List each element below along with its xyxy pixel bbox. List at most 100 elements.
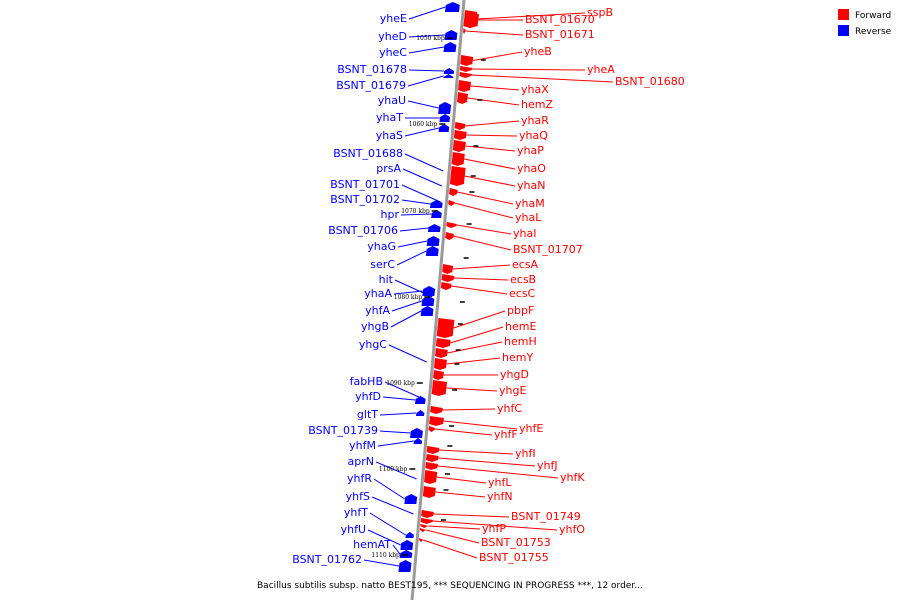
forward-gene-label[interactable]: yheA <box>587 63 615 76</box>
reverse-gene-arrow[interactable] <box>421 296 435 306</box>
forward-gene-arrow[interactable] <box>456 92 469 104</box>
reverse-gene[interactable]: prsA <box>376 162 443 187</box>
reverse-gene[interactable]: yheE <box>380 2 460 25</box>
forward-gene-label[interactable]: yhaO <box>517 162 546 175</box>
forward-gene-label[interactable]: yhfI <box>515 447 536 460</box>
reverse-gene-label[interactable]: BSNT_01762 <box>292 553 362 566</box>
forward-gene-label[interactable]: yhaI <box>513 227 536 240</box>
forward-gene-arrow[interactable] <box>458 80 472 92</box>
reverse-gene-arrow[interactable] <box>404 494 418 504</box>
forward-gene-arrow[interactable] <box>420 524 429 528</box>
reverse-gene-label[interactable]: serC <box>370 258 395 271</box>
forward-gene[interactable]: pbpF <box>436 304 535 338</box>
forward-gene-arrow[interactable] <box>454 122 466 130</box>
reverse-gene[interactable]: yheD <box>378 30 458 43</box>
forward-gene-arrow[interactable] <box>445 232 454 240</box>
forward-gene-arrow[interactable] <box>430 406 443 414</box>
reverse-gene-label[interactable]: aprN <box>348 455 374 468</box>
reverse-gene-arrow[interactable] <box>415 410 425 416</box>
forward-gene-arrow[interactable] <box>425 462 438 470</box>
reverse-gene-label[interactable]: yhaT <box>376 111 403 124</box>
reverse-gene[interactable]: serC <box>370 246 439 271</box>
reverse-gene-label[interactable]: BSNT_01679 <box>336 79 406 92</box>
reverse-gene[interactable]: BSNT_01702 <box>330 193 443 208</box>
reverse-gene-label[interactable]: yhfA <box>365 304 390 317</box>
forward-gene-arrow[interactable] <box>433 358 447 370</box>
reverse-gene-label[interactable]: gltT <box>357 408 378 421</box>
forward-gene[interactable]: yhfI <box>426 446 536 460</box>
forward-gene-arrow[interactable] <box>419 528 427 532</box>
reverse-gene-arrow[interactable] <box>443 74 454 78</box>
forward-gene-arrow[interactable] <box>449 188 458 196</box>
reverse-gene[interactable]: BSNT_01679 <box>336 74 454 92</box>
forward-gene-label[interactable]: pbpF <box>507 304 534 317</box>
reverse-gene[interactable]: hemAT <box>353 538 413 558</box>
forward-gene-arrow[interactable] <box>420 518 434 524</box>
reverse-gene-arrow[interactable] <box>444 2 460 12</box>
forward-gene-label[interactable]: BSNT_01749 <box>511 510 581 523</box>
forward-gene-label[interactable]: yhaM <box>515 197 545 210</box>
reverse-gene-label[interactable]: BSNT_01678 <box>337 63 407 76</box>
forward-gene-label[interactable]: BSNT_01707 <box>513 243 583 256</box>
reverse-gene[interactable]: yhfR <box>347 472 418 504</box>
reverse-gene-arrow[interactable] <box>427 224 441 232</box>
reverse-gene-label[interactable]: yhfR <box>347 472 372 485</box>
forward-gene-label[interactable]: BSNT_01755 <box>479 551 549 564</box>
reverse-gene[interactable]: yhfS <box>346 490 414 515</box>
forward-gene[interactable]: yhfE <box>429 416 543 435</box>
reverse-gene-label[interactable]: yhaS <box>376 129 403 142</box>
reverse-gene-label[interactable]: yhfS <box>346 490 370 503</box>
forward-gene[interactable]: yhaP <box>452 140 544 157</box>
forward-gene-arrow[interactable] <box>452 140 466 152</box>
forward-gene-label[interactable]: sspB <box>587 6 613 19</box>
reverse-gene[interactable]: yheC <box>379 42 457 59</box>
forward-gene[interactable]: BSNT_01749 <box>421 510 581 523</box>
reverse-gene-label[interactable]: BSNT_01702 <box>330 193 400 206</box>
forward-gene[interactable]: hemY <box>433 351 534 370</box>
reverse-gene-label[interactable]: yhfM <box>349 439 376 452</box>
forward-gene[interactable]: yhaN <box>449 166 546 192</box>
reverse-gene-arrow[interactable] <box>398 560 412 572</box>
forward-gene[interactable]: yhfO <box>420 518 586 536</box>
reverse-gene-label[interactable]: yhgB <box>361 320 389 333</box>
reverse-gene-label[interactable]: prsA <box>376 162 401 175</box>
reverse-gene[interactable]: hpr <box>381 208 442 221</box>
forward-gene-label[interactable]: yhfF <box>494 428 518 441</box>
forward-gene-label[interactable]: yhfL <box>488 476 512 489</box>
forward-gene-arrow[interactable] <box>434 348 448 358</box>
forward-gene-label[interactable]: yhaN <box>517 179 545 192</box>
forward-gene-label[interactable]: ecsA <box>512 258 539 271</box>
reverse-gene-label[interactable]: yhaG <box>367 240 396 253</box>
forward-gene-label[interactable]: yhfN <box>487 490 513 503</box>
forward-gene-arrow[interactable] <box>440 282 452 290</box>
forward-gene[interactable]: ecsB <box>441 273 537 286</box>
forward-gene[interactable]: yheA <box>459 63 615 76</box>
forward-gene[interactable]: yhfL <box>424 470 512 489</box>
forward-gene-label[interactable]: yhfC <box>497 402 522 415</box>
forward-gene[interactable]: BSNT_01680 <box>459 72 685 88</box>
forward-gene[interactable]: yhfC <box>430 402 522 415</box>
reverse-gene-arrow[interactable] <box>443 68 455 74</box>
forward-gene-label[interactable]: yhgE <box>499 384 526 397</box>
forward-gene-label[interactable]: yhaX <box>521 83 549 96</box>
forward-gene-label[interactable]: BSNT_01671 <box>525 28 595 41</box>
forward-gene[interactable]: yhaL <box>448 200 542 224</box>
forward-gene-label[interactable]: yhaR <box>521 114 549 127</box>
forward-gene-label[interactable]: yhaQ <box>519 129 548 142</box>
forward-gene-arrow[interactable] <box>426 446 440 454</box>
forward-gene-arrow[interactable] <box>463 12 479 28</box>
reverse-gene-arrow[interactable] <box>426 236 440 246</box>
forward-gene-arrow[interactable] <box>429 416 444 426</box>
forward-gene[interactable]: yhaM <box>449 188 545 210</box>
forward-gene[interactable]: hemZ <box>456 92 553 111</box>
forward-gene-arrow[interactable] <box>422 486 436 498</box>
reverse-gene-arrow[interactable] <box>425 246 439 256</box>
reverse-gene[interactable]: yhgC <box>359 338 427 363</box>
reverse-gene-arrow[interactable] <box>422 286 436 296</box>
reverse-gene-label[interactable]: yheD <box>378 30 407 43</box>
forward-gene-arrow[interactable] <box>463 28 466 34</box>
forward-gene[interactable]: yhgD <box>433 368 529 381</box>
reverse-gene-label[interactable]: yhfU <box>341 523 366 536</box>
forward-gene-label[interactable]: hemE <box>505 320 536 333</box>
forward-gene-label[interactable]: yhaP <box>517 144 544 157</box>
